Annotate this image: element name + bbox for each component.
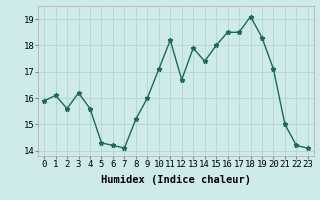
X-axis label: Humidex (Indice chaleur): Humidex (Indice chaleur) [101,175,251,185]
